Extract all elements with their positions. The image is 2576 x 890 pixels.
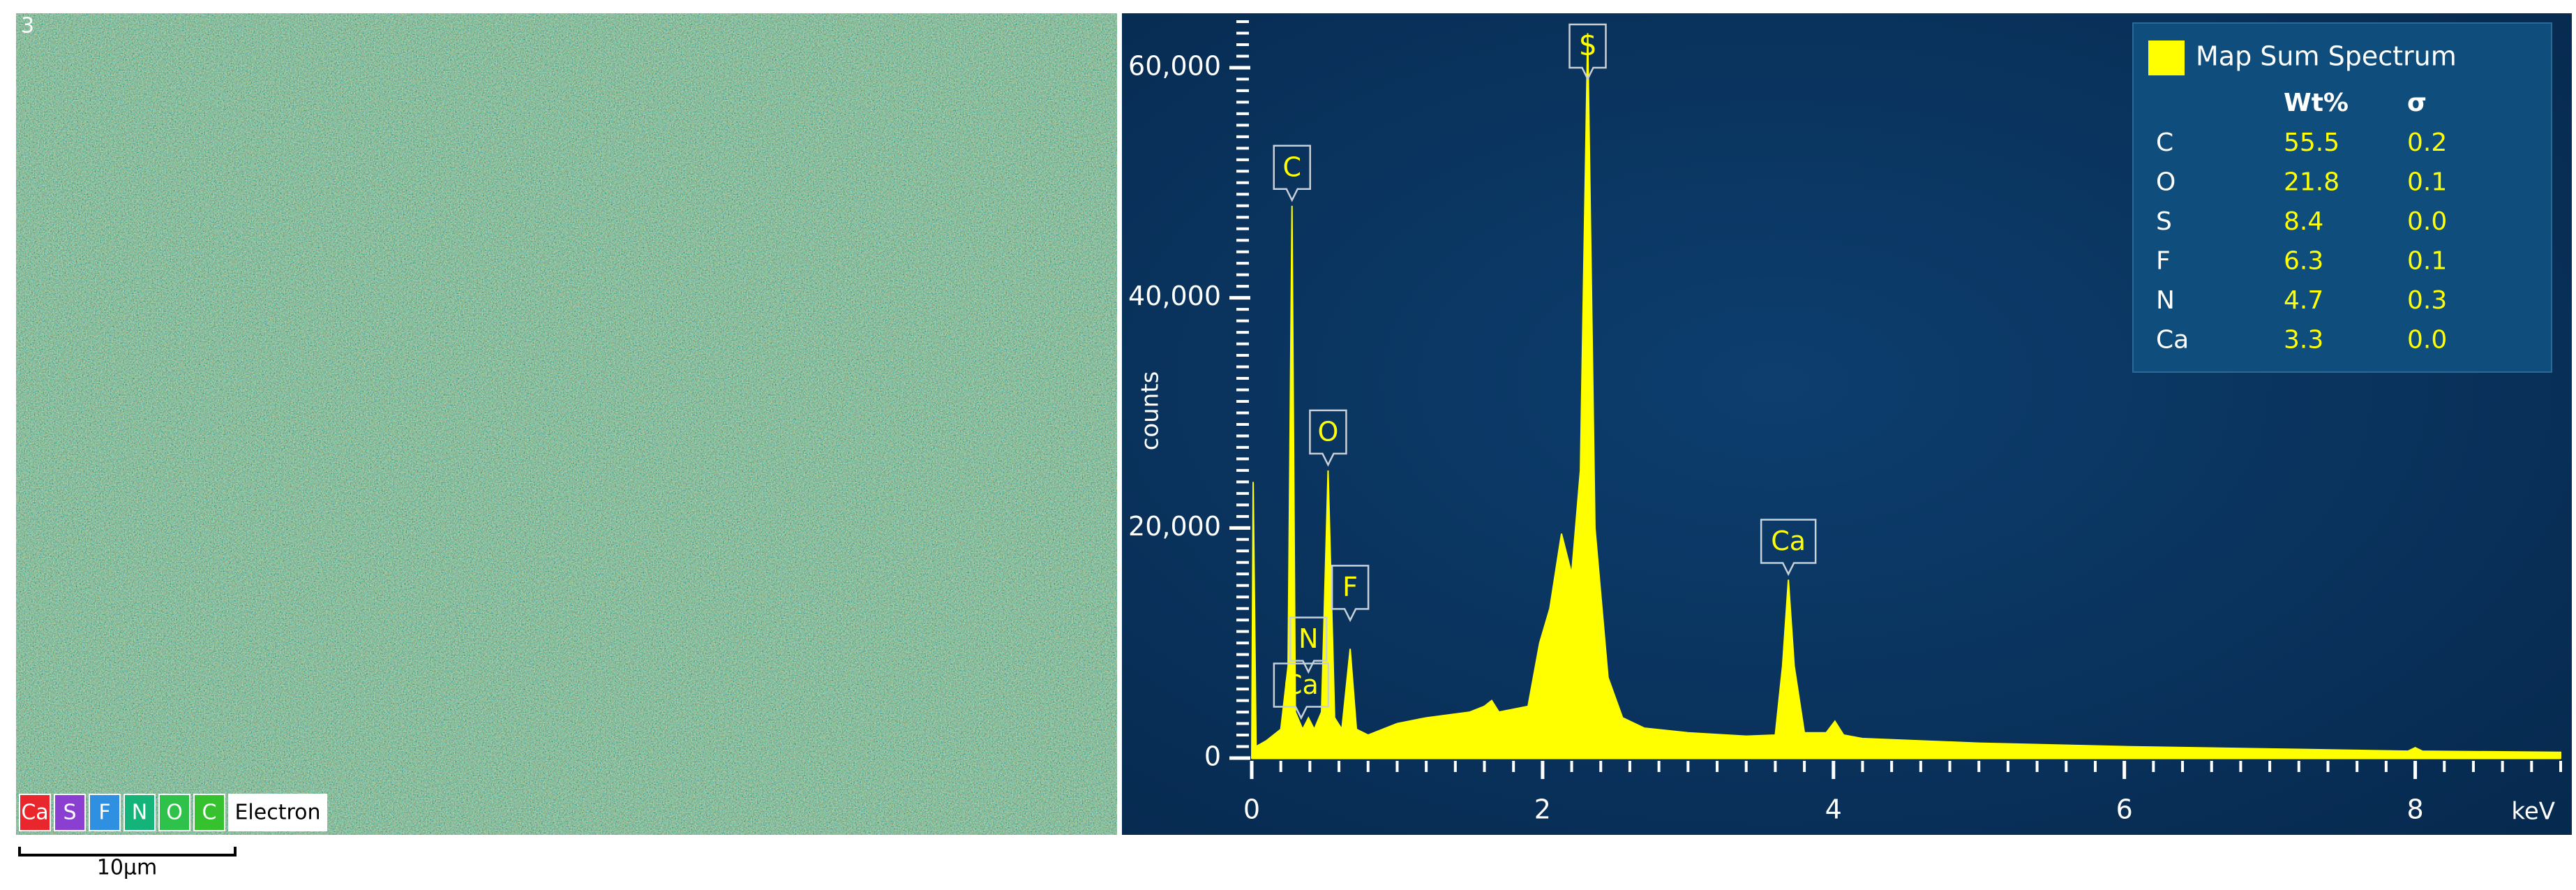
annotation-box [1289, 616, 1328, 674]
table-cell: F [2156, 247, 2171, 276]
table-cell: 6.3 [2284, 247, 2323, 276]
legend-chip-label: C [202, 801, 217, 825]
table-cell: O [2156, 168, 2176, 197]
annotation: N [1298, 623, 1318, 654]
y-tick-label: 40,000 [1128, 281, 1221, 311]
annotation-box [1273, 144, 1311, 202]
legend-chip [158, 794, 190, 831]
legend-chip [123, 794, 156, 831]
annotation-box [1568, 23, 1607, 81]
y-tick-label: 60,000 [1128, 50, 1221, 81]
table-cell: Ca [2156, 326, 2189, 355]
table-cell: 55.5 [2284, 128, 2339, 157]
legend-chip-label: Electron [234, 801, 320, 825]
table-cell: 0.2 [2407, 128, 2447, 157]
table-cell: 0.0 [2407, 207, 2447, 236]
table-cell: 0.1 [2407, 247, 2447, 276]
table-cell: 4.7 [2284, 286, 2323, 315]
table-cell: C [2156, 128, 2173, 157]
table-header: Wt% [2284, 89, 2349, 117]
table-cell: S [2156, 207, 2172, 236]
x-tick-label: 6 [2116, 794, 2133, 825]
legend-label: Map Sum Spectrum [2196, 41, 2457, 72]
map-legend: Ca S F N O C Electron [19, 794, 327, 831]
y-tick-label: 0 [1204, 741, 1221, 772]
table-cell: N [2156, 286, 2175, 315]
table-cell: 0.3 [2407, 286, 2447, 315]
annotation-box [1331, 565, 1370, 623]
legend-swatch [2148, 40, 2185, 75]
table-cell: 0.1 [2407, 168, 2447, 197]
legend-chip-label: Ca [21, 801, 48, 825]
legend-chip [54, 794, 86, 831]
legend-chip [19, 794, 51, 831]
table-cell: 21.8 [2284, 168, 2339, 197]
x-axis-label: keV [2511, 798, 2555, 826]
annotation-box [1760, 519, 1817, 577]
annotation: Ca [1284, 669, 1319, 700]
table-cell: 0.0 [2407, 326, 2447, 355]
spectrum-area [1250, 33, 2561, 759]
legend-chip-label: F [98, 801, 110, 825]
x-tick-label: 2 [1534, 794, 1551, 825]
scale-bar-label: 10µm [97, 856, 157, 880]
annotation-box [1309, 409, 1347, 467]
table-cell: 3.3 [2284, 326, 2323, 355]
table-cell: 8.4 [2284, 207, 2323, 236]
legend-chip-label: N [132, 801, 147, 825]
annotation: F [1342, 572, 1358, 602]
x-tick-label: 0 [1243, 794, 1260, 825]
map-panel: 3 Ca S F N O C Electron 10µm [16, 13, 1117, 880]
annotation: Ca [1771, 526, 1806, 556]
annotation: S [1579, 31, 1596, 61]
annotation: C [1282, 151, 1301, 182]
legend-chip-label: O [166, 801, 183, 825]
legend-chip [228, 794, 327, 831]
x-tick-label: 4 [1825, 794, 1842, 825]
x-tick-label: 8 [2406, 794, 2423, 825]
map-image [16, 13, 1117, 835]
y-tick-label: 20,000 [1128, 511, 1221, 542]
legend-chip-label: S [63, 801, 76, 825]
annotation: O [1317, 416, 1338, 447]
legend-chip [89, 794, 121, 831]
legend-chip [193, 794, 225, 831]
legend-box [2132, 22, 2552, 373]
annotation-box [1273, 662, 1330, 720]
y-axis-label: counts [1137, 371, 1165, 451]
table-header: σ [2407, 89, 2427, 117]
map-number: 3 [21, 14, 34, 38]
